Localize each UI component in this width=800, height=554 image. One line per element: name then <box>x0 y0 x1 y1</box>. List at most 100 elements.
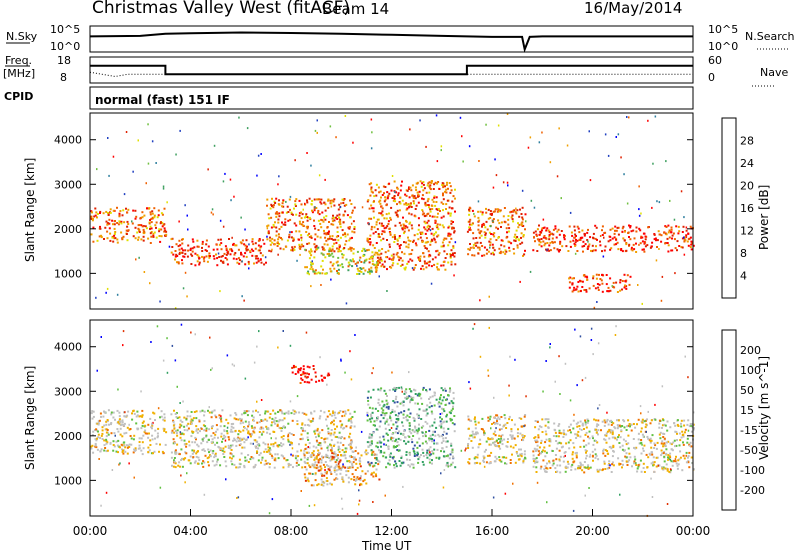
heatmap-cell <box>149 242 152 244</box>
heatmap-cell <box>589 179 592 182</box>
heatmap-cell <box>659 431 662 434</box>
heatmap-cell <box>222 447 225 450</box>
heatmap-cell <box>433 232 436 235</box>
heatmap-cell <box>485 123 487 126</box>
heatmap-cell <box>668 455 671 458</box>
heatmap-cell <box>106 287 109 290</box>
heatmap-cell <box>367 241 370 244</box>
heatmap-cell <box>451 254 454 257</box>
heatmap-cell <box>310 164 312 167</box>
power-data-layer <box>90 113 695 310</box>
heatmap-cell <box>413 197 416 200</box>
heatmap-cell <box>268 217 271 220</box>
heatmap-cell <box>274 416 277 419</box>
heatmap-cell <box>118 463 120 466</box>
heatmap-cell <box>288 233 291 236</box>
heatmap-cell <box>295 461 298 464</box>
heatmap-cell <box>320 467 323 470</box>
heatmap-cell <box>404 225 407 228</box>
heatmap-cell <box>117 439 120 442</box>
heatmap-cell <box>495 445 498 448</box>
heatmap-cell <box>426 456 429 459</box>
heatmap-cell <box>453 252 456 255</box>
heatmap-cell <box>534 461 537 464</box>
heatmap-cell <box>416 394 419 397</box>
heatmap-cell <box>413 195 416 198</box>
heatmap-cell <box>391 175 394 177</box>
heatmap-cell <box>689 225 692 228</box>
heatmap-cell <box>628 116 630 119</box>
heatmap-cell <box>212 248 215 251</box>
heatmap-cell <box>378 258 381 261</box>
heatmap-cell <box>515 212 518 215</box>
heatmap-cell <box>241 295 243 298</box>
heatmap-cell <box>191 452 194 455</box>
heatmap-cell <box>350 222 353 225</box>
heatmap-cell <box>592 437 594 440</box>
velocity-data-layer <box>90 323 695 517</box>
heatmap-cell <box>541 431 544 433</box>
heatmap-cell <box>254 242 257 245</box>
heatmap-cell <box>544 242 547 245</box>
heatmap-cell <box>365 453 368 456</box>
heatmap-cell <box>347 470 350 473</box>
heatmap-cell <box>232 243 234 246</box>
heatmap-cell <box>428 398 430 400</box>
heatmap-cell <box>354 450 357 452</box>
heatmap-cell <box>342 233 345 236</box>
heatmap-cell <box>481 245 484 247</box>
heatmap-cell <box>303 380 306 383</box>
heatmap-cell <box>572 419 575 422</box>
heatmap-cell <box>108 174 110 177</box>
heatmap-cell <box>398 209 401 212</box>
heatmap-cell <box>362 267 365 270</box>
heatmap-cell <box>338 203 341 206</box>
heatmap-cell <box>381 230 384 233</box>
heatmap-cell <box>658 233 661 236</box>
heatmap-cell <box>244 263 247 266</box>
heatmap-cell <box>429 434 432 437</box>
heatmap-cell <box>581 422 584 425</box>
heatmap-cell <box>649 422 652 425</box>
heatmap-cell <box>409 396 412 398</box>
heatmap-cell <box>336 231 339 233</box>
heatmap-cell <box>681 434 684 436</box>
heatmap-cell <box>518 454 521 457</box>
heatmap-cell <box>332 445 335 447</box>
heatmap-cell <box>446 440 449 443</box>
heatmap-cell <box>384 251 387 254</box>
heatmap-cell <box>340 426 342 429</box>
heatmap-cell <box>395 427 398 430</box>
heatmap-cell <box>662 419 665 422</box>
heatmap-cell <box>100 234 103 237</box>
heatmap-cell <box>604 468 607 470</box>
heatmap-cell <box>482 222 485 225</box>
heatmap-cell <box>442 455 445 458</box>
heatmap-cell <box>138 441 141 443</box>
heatmap-cell <box>201 243 204 245</box>
heatmap-cell <box>300 377 303 380</box>
heatmap-cell <box>446 253 449 256</box>
heatmap-cell <box>375 468 378 471</box>
heatmap-cell <box>539 230 542 233</box>
heatmap-cell <box>317 483 320 486</box>
heatmap-cell <box>503 456 505 459</box>
heatmap-cell <box>688 425 691 428</box>
heatmap-cell <box>380 265 383 268</box>
heatmap-cell <box>368 268 371 271</box>
heatmap-cell <box>447 465 449 468</box>
heatmap-cell <box>554 380 556 383</box>
heatmap-cell <box>327 430 330 433</box>
heatmap-cell <box>330 250 333 252</box>
heatmap-cell <box>107 433 110 436</box>
heatmap-cell <box>344 243 347 246</box>
heatmap-cell <box>505 236 508 239</box>
heatmap-cell <box>612 446 615 449</box>
heatmap-cell <box>490 427 492 430</box>
heatmap-cell <box>232 455 235 458</box>
heatmap-cell <box>333 204 336 207</box>
heatmap-cell <box>189 422 192 425</box>
heatmap-cell <box>293 410 296 413</box>
heatmap-cell <box>513 239 516 242</box>
heatmap-cell <box>385 466 388 469</box>
